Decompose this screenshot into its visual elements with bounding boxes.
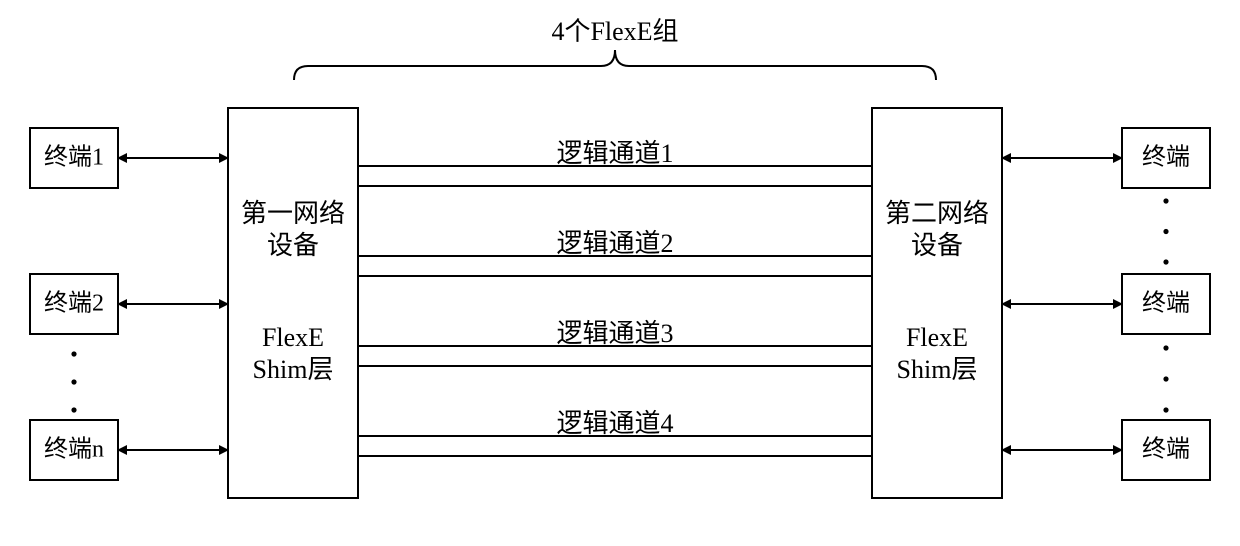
- channel-4: 逻辑通道4: [358, 409, 872, 456]
- svg-text:逻辑通道2: 逻辑通道2: [556, 229, 673, 258]
- right-device: [872, 108, 1002, 498]
- svg-text:逻辑通道1: 逻辑通道1: [556, 139, 673, 168]
- svg-text:逻辑通道3: 逻辑通道3: [556, 319, 673, 348]
- right-terminal-3: 终端: [1122, 420, 1210, 480]
- left-device-line-2: 设备: [267, 231, 319, 260]
- left-device-line-3: FlexE: [262, 323, 324, 352]
- svg-text:逻辑通道4: 逻辑通道4: [556, 409, 673, 438]
- left-device-line-1: 第一网络: [241, 199, 345, 228]
- title: 4个FlexE组: [551, 17, 678, 46]
- channel-1: 逻辑通道1: [358, 139, 872, 186]
- svg-text:终端1: 终端1: [44, 144, 104, 171]
- svg-text:终端: 终端: [1142, 144, 1190, 171]
- left-terminal-3: 终端n: [30, 420, 118, 480]
- right-device-line-3: FlexE: [906, 323, 968, 352]
- right-vdots-1: [1163, 198, 1168, 264]
- svg-text:终端: 终端: [1142, 290, 1190, 317]
- right-device-line-1: 第二网络: [885, 199, 989, 228]
- right-device-line-4: Shim层: [897, 355, 978, 384]
- right-terminal-1: 终端: [1122, 128, 1210, 188]
- right-terminal-2: 终端: [1122, 274, 1210, 334]
- channel-2: 逻辑通道2: [358, 229, 872, 276]
- left-vdots-1: [71, 351, 76, 412]
- top-brace: [294, 50, 936, 80]
- svg-text:终端2: 终端2: [44, 290, 104, 317]
- left-terminal-2: 终端2: [30, 274, 118, 334]
- left-device: [228, 108, 358, 498]
- left-device-line-4: Shim层: [253, 355, 334, 384]
- right-vdots-2: [1163, 345, 1168, 412]
- right-device-line-2: 设备: [911, 231, 963, 260]
- svg-text:终端: 终端: [1142, 436, 1190, 463]
- channel-3: 逻辑通道3: [358, 319, 872, 366]
- left-terminal-1: 终端1: [30, 128, 118, 188]
- svg-text:终端n: 终端n: [44, 436, 104, 463]
